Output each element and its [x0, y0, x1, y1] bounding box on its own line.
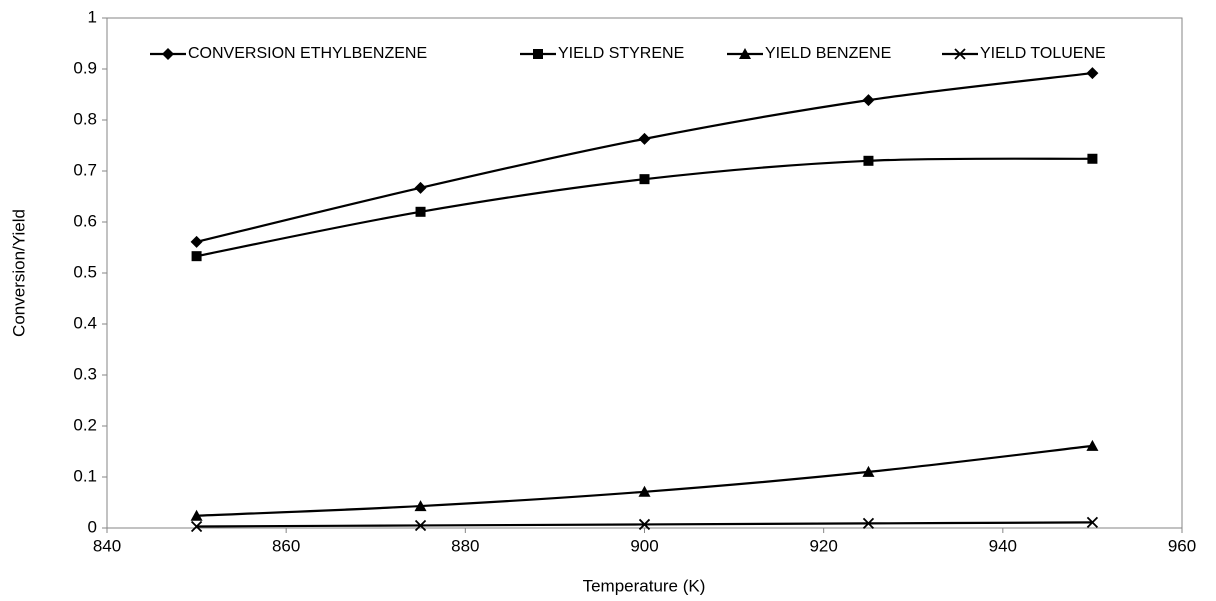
series-line [196, 157, 1093, 258]
marker [1086, 516, 1099, 529]
y-tick-label: 0.1 [73, 466, 97, 485]
x-tick-label: 860 [272, 536, 300, 555]
marker [638, 518, 651, 531]
marker [638, 132, 651, 145]
y-tick-label: 0.8 [73, 109, 97, 128]
x-tick-label: 960 [1168, 536, 1196, 555]
y-tick-label: 0.5 [73, 262, 97, 281]
legend-label: YIELD TOLUENE [980, 45, 1106, 62]
plot-area [106, 17, 1183, 529]
x-tick-label: 920 [809, 536, 837, 555]
marker [191, 251, 202, 262]
marker [414, 519, 427, 532]
marker [638, 485, 651, 497]
marker [190, 235, 203, 248]
y-tick-label: 0.6 [73, 211, 97, 230]
x-tick-label: 840 [93, 536, 121, 555]
y-axis-title: Conversion/Yield [9, 209, 28, 337]
legend-marker [533, 49, 543, 59]
y-tick-label: 1 [88, 7, 97, 26]
marker [190, 520, 203, 533]
marker [414, 500, 427, 512]
y-tick-label: 0.7 [73, 160, 97, 179]
legend-label: YIELD BENZENE [765, 45, 891, 62]
legend-marker [954, 48, 966, 60]
legend-marker [162, 48, 174, 60]
legend-label: YIELD STYRENE [558, 45, 684, 62]
marker [862, 94, 875, 107]
y-tick-label: 0.9 [73, 58, 97, 77]
marker [639, 174, 650, 185]
marker [190, 509, 203, 521]
marker [414, 181, 427, 194]
marker [415, 206, 426, 217]
series-line [196, 71, 1093, 243]
marker [862, 517, 875, 530]
x-tick-label: 880 [451, 536, 479, 555]
marker [863, 155, 874, 166]
series-line [196, 444, 1093, 517]
legend-marker [739, 48, 751, 59]
marker [1086, 67, 1099, 80]
legend-label: CONVERSION ETHYLBENZENE [188, 45, 427, 62]
marker [1086, 439, 1099, 451]
x-tick-label: 940 [989, 536, 1017, 555]
x-axis-title: Temperature (K) [583, 576, 706, 595]
y-tick-label: 0.4 [73, 313, 97, 332]
y-tick-label: 0.2 [73, 415, 97, 434]
y-tick-label: 0 [88, 517, 97, 536]
x-tick-label: 900 [630, 536, 658, 555]
marker [1087, 153, 1098, 164]
y-tick-label: 0.3 [73, 364, 97, 383]
marker [862, 465, 875, 477]
